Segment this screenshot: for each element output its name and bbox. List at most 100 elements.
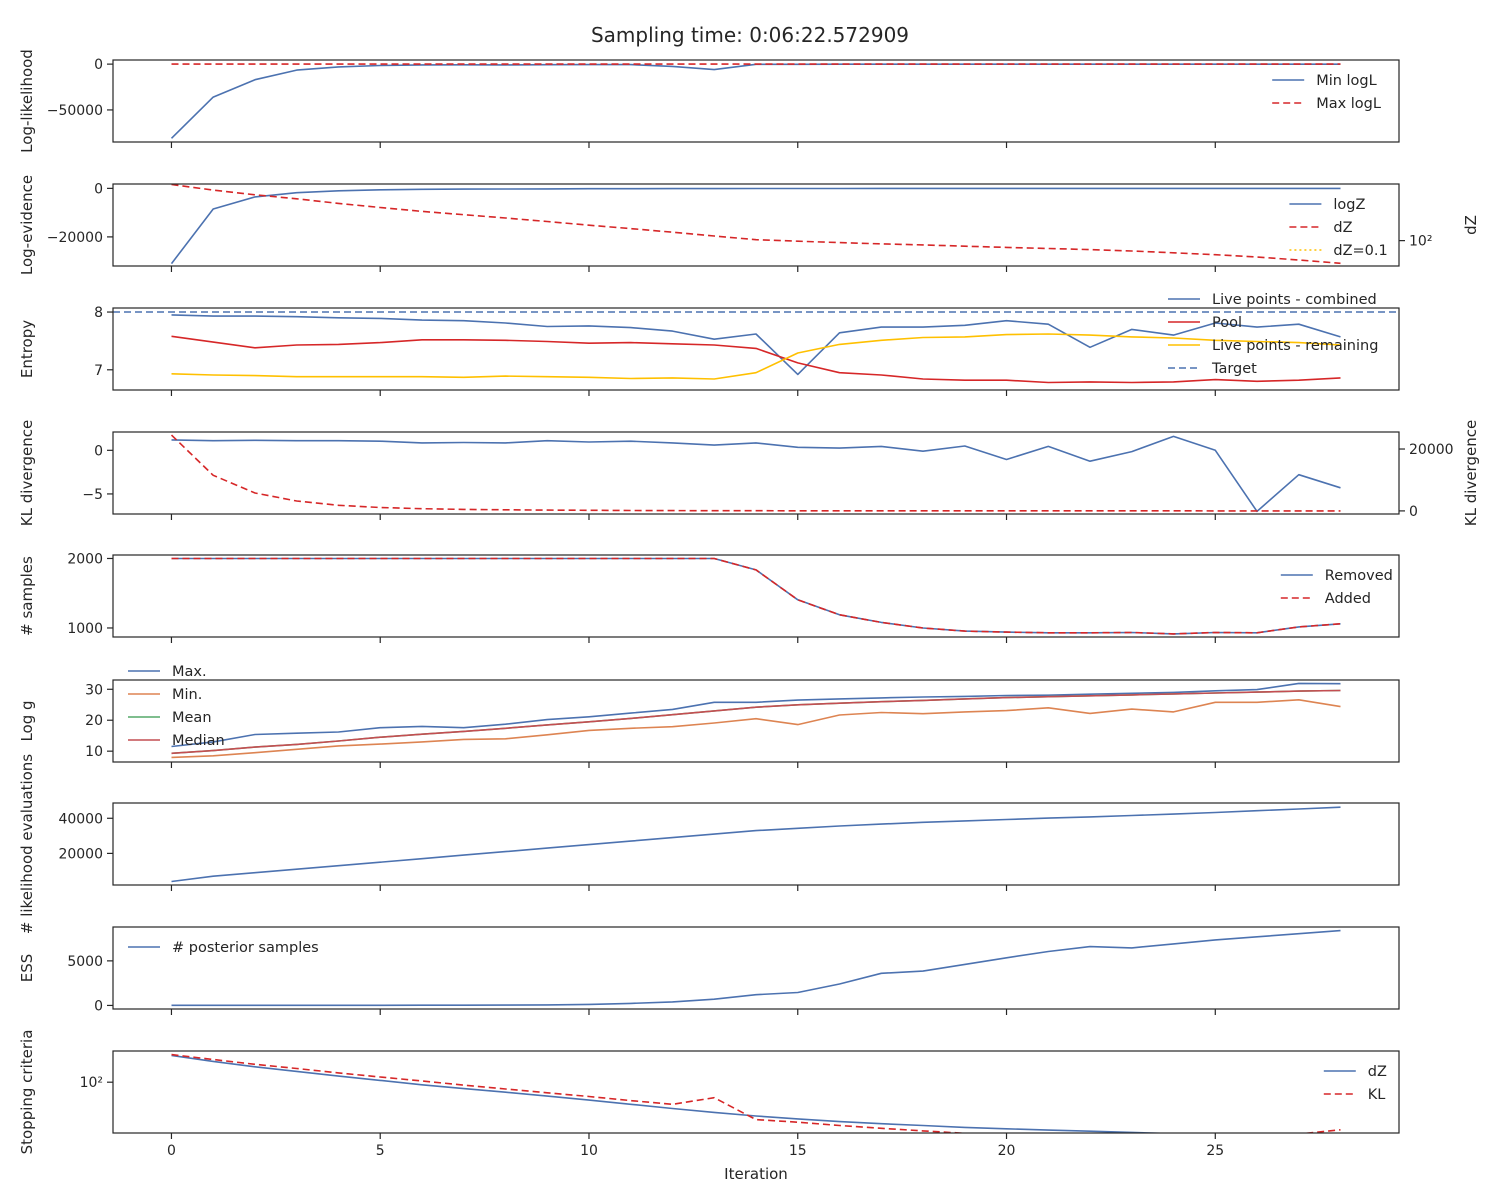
panel-8: 5000 0 ESS # posterior samples xyxy=(18,926,1400,1015)
x-tick-label: 5 xyxy=(376,1143,385,1159)
plot-area xyxy=(170,184,1341,265)
y-tick-label: 5000 xyxy=(67,954,103,970)
panel-6: 30 20 10 Log g Max. Min. Mean Median xyxy=(18,664,1400,768)
y2-axis-label: KL divergence xyxy=(1462,420,1480,526)
legend-label: Removed xyxy=(1325,568,1393,584)
series-line-2 xyxy=(171,184,1341,265)
y-tick-label: 40000 xyxy=(58,811,103,827)
figure-title: Sampling time: 0:06:22.572909 xyxy=(591,23,909,47)
panel-5: 2000 1000 # samples Removed Added xyxy=(18,551,1400,643)
y-tick-label: 2000 xyxy=(67,551,103,567)
axes-frame xyxy=(112,926,1400,1010)
legend-label: Max logL xyxy=(1316,96,1381,112)
series-line-2 xyxy=(170,434,1341,512)
plot-area xyxy=(170,434,1341,513)
y2-axis-label: dZ xyxy=(1462,215,1480,235)
x-tick-label: 25 xyxy=(1206,1143,1224,1159)
y-tick-label: −5 xyxy=(82,487,103,503)
series-line-3 xyxy=(171,333,1341,380)
panels: 0 −50000 Log-likelihood Min logL Max logL 0 −2… xyxy=(18,49,1480,1159)
y-tick-label: 0 xyxy=(94,57,103,73)
panel-4: 0 −5 20000 0 KL divergence KL divergence xyxy=(18,420,1480,526)
legend-label: dZ xyxy=(1368,1064,1387,1080)
panel-7: 40000 20000 # likelihood evaluations xyxy=(18,754,1400,934)
y2-tick-label: 20000 xyxy=(1409,442,1454,458)
legend-label: Max. xyxy=(172,664,207,680)
x-tick-label: 20 xyxy=(998,1143,1016,1159)
y-tick-label: 0 xyxy=(94,998,103,1014)
legend-label: Target xyxy=(1211,361,1257,377)
y-tick-label: 10 xyxy=(85,744,103,760)
axes-frame xyxy=(112,679,1400,763)
panel-2: 0 −20000 10² Log-evidence dZ logZ dZ dZ=0.1 xyxy=(18,175,1480,275)
legend: dZ KL xyxy=(1323,1064,1387,1103)
legend: logZ dZ dZ=0.1 xyxy=(1289,197,1388,259)
y-tick-label: 30 xyxy=(85,682,103,698)
legend-label: dZ xyxy=(1333,220,1352,236)
y-axis-label: Log g xyxy=(18,700,36,741)
axes-frame xyxy=(112,802,1400,886)
axes-frame xyxy=(112,554,1400,638)
y2-tick-label: 10² xyxy=(1409,234,1432,250)
panel-9: 0 5 10 15 20 25 10² Stopping criteria dZ KL xyxy=(18,1030,1400,1159)
legend-label: Live points - combined xyxy=(1212,292,1377,308)
legend-label: dZ=0.1 xyxy=(1333,243,1387,259)
legend: Max. Min. Mean Median xyxy=(128,664,225,749)
y-axis-label: # samples xyxy=(18,556,36,636)
legend-label: Min. xyxy=(172,687,202,703)
axes-frame xyxy=(112,307,1400,391)
series-line-1 xyxy=(171,806,1341,883)
series-line-1 xyxy=(171,682,1341,748)
y-axis-label: Log-likelihood xyxy=(18,49,36,153)
y-tick-label: 20000 xyxy=(58,846,103,862)
legend-label: logZ xyxy=(1333,197,1365,213)
series-line-1 xyxy=(170,187,1341,265)
x-axis-label: Iteration xyxy=(724,1165,788,1183)
axes-frame xyxy=(112,1050,1400,1134)
y-axis-label: KL divergence xyxy=(18,420,36,526)
y-axis-label: Entropy xyxy=(18,320,36,378)
plot-area xyxy=(171,682,1341,759)
y-tick-label: 10² xyxy=(80,1075,103,1091)
plot-area xyxy=(113,311,1399,384)
legend: Min logL Max logL xyxy=(1272,73,1381,112)
legend-label: Min logL xyxy=(1316,73,1377,89)
series-line-4 xyxy=(171,689,1341,755)
series-line-1 xyxy=(171,314,1341,376)
x-tick-label: 15 xyxy=(789,1143,807,1159)
y-tick-label: −50000 xyxy=(47,103,103,119)
y-tick-label: 0 xyxy=(94,443,103,459)
legend-label: Live points - remaining xyxy=(1212,338,1378,354)
x-tick-label: 10 xyxy=(580,1143,598,1159)
y-tick-label: 20 xyxy=(85,713,103,729)
legend-label: Mean xyxy=(172,710,212,726)
x-tick-label: 0 xyxy=(167,1143,176,1159)
legend-label: Median xyxy=(172,733,225,749)
y-tick-label: −20000 xyxy=(47,230,103,246)
legend: Live points - combined Pool Live points - … xyxy=(1168,292,1378,377)
legend-label: KL xyxy=(1368,1087,1386,1103)
y-tick-label: 1000 xyxy=(67,621,103,637)
plot-area xyxy=(171,806,1341,883)
series-line-1 xyxy=(171,929,1341,1007)
series-line-2 xyxy=(171,557,1341,635)
legend-label: # posterior samples xyxy=(172,940,319,956)
legend-label: Added xyxy=(1325,591,1371,607)
y-tick-label: 8 xyxy=(94,305,103,321)
legend-label: Pool xyxy=(1212,315,1242,331)
y-tick-label: 7 xyxy=(94,363,103,379)
series-line-1 xyxy=(171,435,1341,513)
y-axis-label: ESS xyxy=(18,954,36,983)
y2-tick-label: 0 xyxy=(1409,504,1418,520)
series-line-2 xyxy=(171,698,1341,759)
axes-frame xyxy=(112,59,1400,143)
y-axis-label: # likelihood evaluations xyxy=(18,754,36,934)
axes-frame xyxy=(112,431,1400,515)
plot-area xyxy=(171,929,1341,1007)
plot-area xyxy=(171,557,1341,635)
y-axis-label: Log-evidence xyxy=(18,175,36,275)
plot-area xyxy=(170,63,1341,139)
